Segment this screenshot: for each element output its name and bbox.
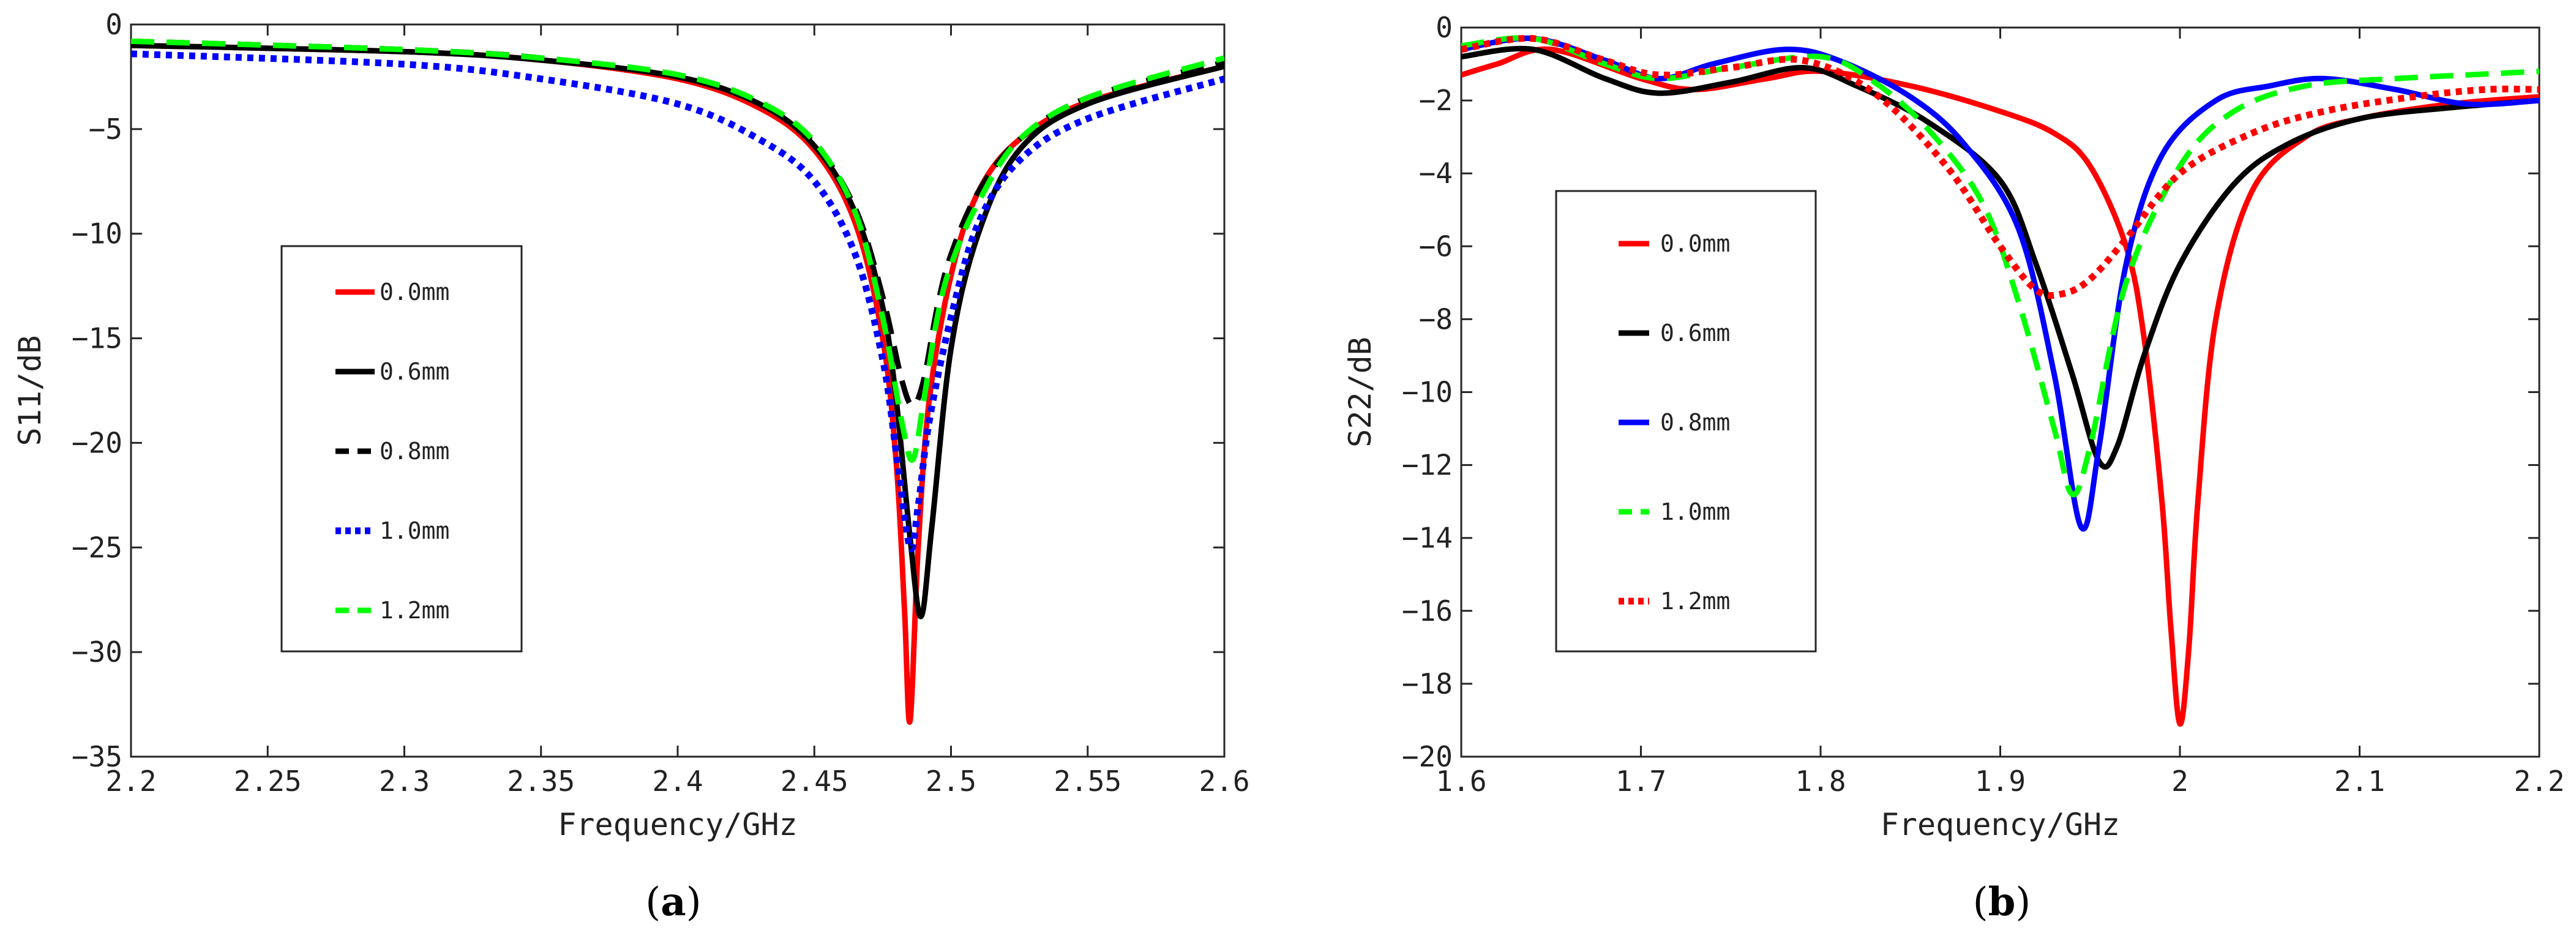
legend-entry-label: 1.0mm bbox=[1660, 498, 1730, 525]
legend-entry-label: 1.2mm bbox=[1660, 588, 1730, 615]
series-line-0.8mm bbox=[1461, 36, 2539, 532]
chart-panel-b: 1.6 1.7 1.8 1.9 2 2.1 2.2 0 −2 −4 −6 −8 −10 −12 −14 −16… bbox=[1342, 11, 2565, 925]
panel-caption-letter: b bbox=[1988, 879, 2016, 925]
x-tick-label: 2 bbox=[2171, 765, 2188, 798]
y-tick-label: −18 bbox=[1402, 667, 1453, 700]
panel-caption: (a) bbox=[645, 879, 701, 925]
chart-panel-a: 2.2 2.25 2.3 2.35 2.4 2.45 2.5 2.55 2.6 0 −5 −10 −15… bbox=[12, 8, 1250, 925]
y-tick-label: −20 bbox=[1402, 740, 1453, 773]
y-tick-label: −20 bbox=[72, 426, 122, 459]
x-tick-label: 2.5 bbox=[926, 765, 976, 798]
y-axis-label: S22/dB bbox=[1342, 337, 1378, 448]
legend-entry-label: 0.0mm bbox=[1660, 230, 1730, 257]
x-tick-label: 2.1 bbox=[2334, 765, 2385, 798]
x-axis-label: Frequency/GHz bbox=[1881, 807, 2120, 842]
x-tick-label: 2.3 bbox=[379, 765, 430, 798]
x-tick-label: 1.9 bbox=[1975, 765, 2026, 798]
y-tick-label: −30 bbox=[72, 635, 122, 669]
series-line-0.0mm bbox=[1461, 46, 2539, 727]
y-tick-label: −35 bbox=[72, 740, 122, 773]
series-line-0.6mm bbox=[1461, 45, 2539, 470]
x-tick-label: 2.2 bbox=[2514, 765, 2564, 798]
x-tick-label: 2.25 bbox=[234, 765, 302, 798]
legend-entry-label: 0.6mm bbox=[380, 358, 449, 385]
x-tick-label: 2.55 bbox=[1054, 765, 1121, 798]
y-tick-label: −12 bbox=[1402, 449, 1453, 482]
x-tick-label: 2.4 bbox=[652, 765, 703, 798]
y-tick-label: 0 bbox=[105, 8, 122, 41]
legend-entry-label: 0.6mm bbox=[1660, 320, 1730, 347]
series-line-1.0mm bbox=[1461, 35, 2539, 498]
x-axis-label: Frequency/GHz bbox=[558, 807, 797, 842]
y-tick-label: −5 bbox=[89, 113, 122, 146]
series-line-1.2mm bbox=[131, 38, 1224, 463]
y-tick-label: −10 bbox=[72, 217, 122, 250]
x-tick-label: 2.6 bbox=[1199, 765, 1249, 798]
x-tick-label: 2.45 bbox=[781, 765, 848, 798]
y-tick-label: −14 bbox=[1402, 522, 1453, 555]
y-tick-label: −15 bbox=[72, 322, 122, 355]
y-tick-label: −6 bbox=[1419, 230, 1453, 263]
y-tick-label: 0 bbox=[1436, 11, 1453, 44]
legend-entry-label: 0.8mm bbox=[380, 438, 449, 465]
panel-caption: (b) bbox=[1973, 879, 2031, 925]
x-tick-label: 1.8 bbox=[1795, 765, 1846, 798]
series-line-1.0mm bbox=[131, 50, 1224, 553]
legend-entry-label: 1.0mm bbox=[380, 517, 449, 544]
legend-entry-label: 0.8mm bbox=[1660, 409, 1730, 436]
x-tick-label: 1.7 bbox=[1616, 765, 1666, 798]
y-tick-label: −4 bbox=[1419, 157, 1453, 190]
y-tick-label: −2 bbox=[1419, 84, 1453, 117]
series-line-1.2mm bbox=[1461, 35, 2539, 299]
legend-box bbox=[280, 245, 523, 653]
x-tick-label: 2.2 bbox=[105, 765, 156, 798]
x-tick-label: 2.35 bbox=[507, 765, 575, 798]
legend-entry-label: 1.2mm bbox=[380, 597, 449, 624]
legend-box bbox=[1555, 190, 1817, 653]
panel-caption-letter: a bbox=[661, 879, 686, 925]
y-tick-label: −25 bbox=[72, 531, 122, 564]
y-axis-label: S11/dB bbox=[12, 335, 48, 446]
y-tick-label: −16 bbox=[1402, 594, 1453, 628]
y-tick-label: −10 bbox=[1402, 376, 1453, 409]
x-tick-label: 1.6 bbox=[1436, 765, 1486, 798]
legend-entry-label: 0.0mm bbox=[380, 279, 449, 305]
y-tick-label: −8 bbox=[1419, 302, 1453, 335]
